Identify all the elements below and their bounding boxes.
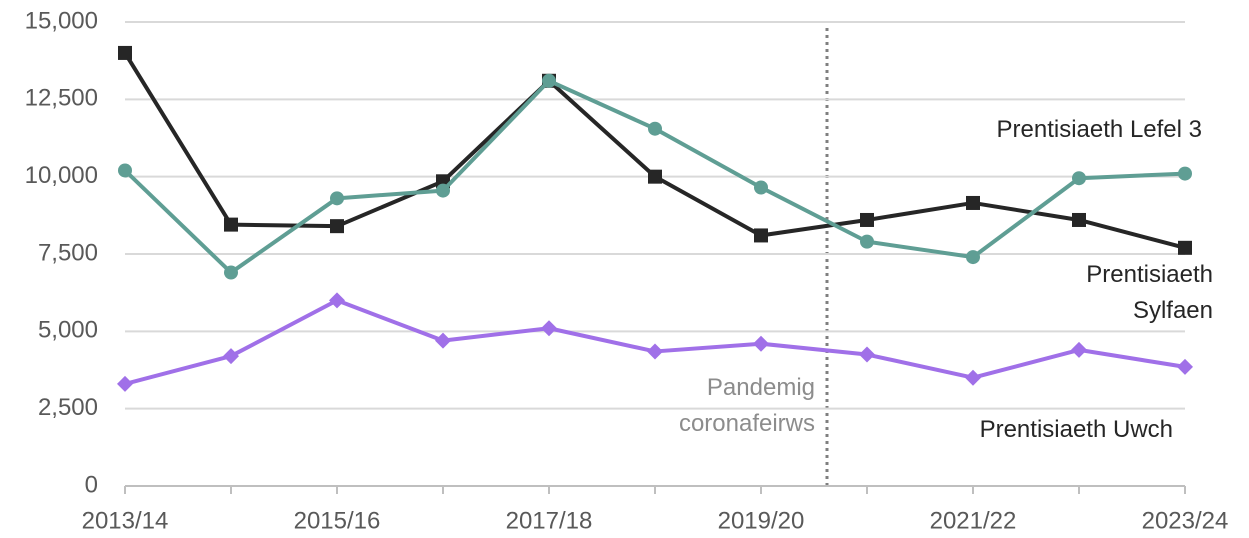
x-tick-label: 2015/16	[294, 507, 381, 534]
marker	[224, 265, 238, 280]
marker	[329, 292, 345, 309]
marker	[223, 348, 239, 365]
marker	[1178, 166, 1192, 181]
marker	[330, 191, 344, 206]
marker	[1178, 240, 1192, 255]
marker	[860, 234, 874, 249]
marker	[966, 250, 980, 265]
y-tick-label: 0	[85, 471, 98, 498]
y-tick-label: 15,000	[25, 7, 98, 34]
marker	[647, 343, 663, 360]
marker	[435, 332, 451, 349]
series-label: Prentisiaeth Lefel 3	[996, 116, 1202, 143]
marker	[436, 183, 450, 198]
series-label: Prentisiaeth Sylfaen	[1086, 261, 1213, 324]
x-tick-label: 2023/24	[1142, 507, 1229, 534]
y-tick-label: 2,500	[38, 394, 98, 421]
y-tick-label: 5,000	[38, 317, 98, 344]
x-tick-label: 2013/14	[82, 507, 169, 534]
marker	[1177, 358, 1193, 375]
marker	[117, 375, 133, 392]
marker	[542, 73, 556, 88]
marker	[1071, 341, 1087, 358]
marker	[860, 212, 874, 227]
marker	[859, 346, 875, 363]
annotation: Pandemig coronafeirws	[678, 374, 815, 437]
marker	[966, 195, 980, 210]
y-tick-label: 10,000	[25, 162, 98, 189]
marker	[648, 169, 662, 184]
marker	[541, 320, 557, 337]
x-tick-label: 2021/22	[930, 507, 1017, 534]
marker	[1072, 212, 1086, 227]
marker	[648, 121, 662, 136]
x-tick-label: 2017/18	[506, 507, 593, 534]
marker	[754, 228, 768, 243]
marker	[754, 180, 768, 195]
marker	[118, 163, 132, 178]
marker	[224, 217, 238, 232]
x-tick-label: 2019/20	[718, 507, 805, 534]
marker	[1072, 171, 1086, 186]
marker	[753, 335, 769, 352]
series-label: Prentisiaeth Uwch	[979, 416, 1173, 443]
y-tick-label: 7,500	[38, 239, 98, 266]
marker	[330, 219, 344, 234]
marker	[965, 369, 981, 386]
marker	[118, 45, 132, 60]
y-tick-label: 12,500	[25, 85, 98, 112]
